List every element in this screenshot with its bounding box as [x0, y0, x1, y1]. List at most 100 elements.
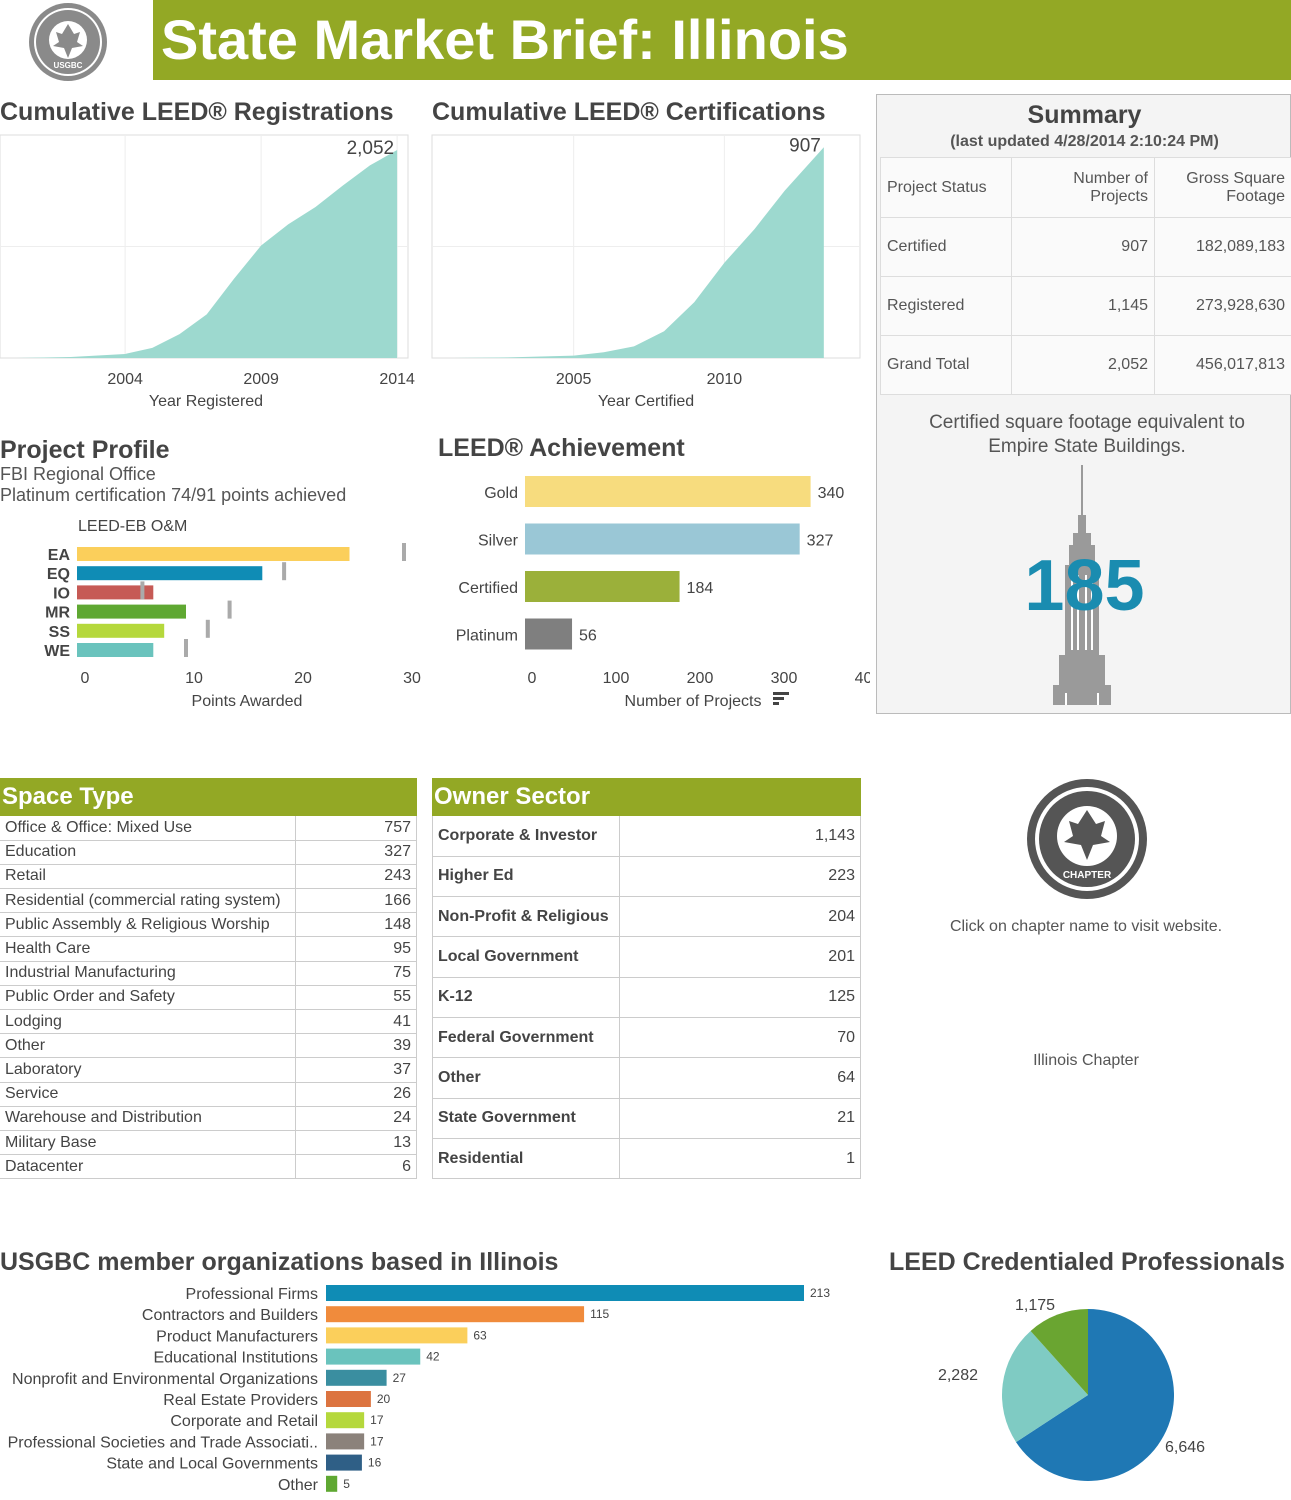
project-profile-chart: EA EQ IO MR SS WE 0 10 20 30 Points Awarded: [44, 543, 421, 710]
bar: [326, 1391, 371, 1407]
row-value: 1,143: [619, 816, 861, 857]
value-label: 115: [590, 1307, 609, 1321]
bar: [326, 1475, 338, 1492]
x-axis-label: Year Registered: [149, 393, 263, 410]
slice-label: 2,282: [938, 1367, 978, 1384]
summary-row: Grand Total 2,052 456,017,813: [880, 335, 1291, 395]
value-label: 213: [810, 1286, 830, 1300]
row-label: Industrial Manufacturing: [0, 961, 296, 986]
table-row: Corporate & Investor 1,143: [432, 816, 861, 857]
table-row: K-12 125: [432, 977, 861, 1018]
row-value: 37: [295, 1057, 417, 1083]
bar-platinum: [525, 618, 573, 650]
table-row: Local Government 201: [432, 936, 861, 978]
row-label: State Government: [432, 1098, 620, 1139]
row-label: Health Care: [0, 936, 296, 962]
project-detail: Platinum certification 74/91 points achi…: [0, 485, 347, 505]
summary-header-row: Project Status Number of Projects Gross …: [880, 157, 1291, 218]
x-tick-label: 10: [185, 670, 203, 687]
value-label: 327: [807, 533, 834, 550]
row-label: Federal Government: [432, 1017, 620, 1059]
row-value: 24: [295, 1106, 417, 1131]
row-value: 148: [295, 912, 417, 938]
category-label: Professional Firms: [186, 1286, 318, 1303]
summary-row: Certified 907 182,089,183: [880, 217, 1291, 277]
table-row: Public Assembly & Religious Worship 148: [0, 912, 417, 938]
svg-text:USGBC: USGBC: [54, 61, 83, 70]
value-label: 184: [687, 580, 714, 597]
certifications-title: Cumulative LEED® Certifications: [432, 98, 826, 126]
table-row: Non-Profit & Religious 204: [432, 896, 861, 938]
possible-marker-eq: [282, 562, 287, 581]
end-value-label: 907: [789, 135, 821, 156]
certifications-chart: 2005 2010 907 Year Certified: [431, 134, 861, 410]
row-value: 21: [619, 1098, 861, 1139]
row-value: 95: [295, 936, 417, 962]
members-title: USGBC member organizations based in Illi…: [0, 1248, 559, 1276]
possible-marker-we: [184, 639, 188, 657]
row-value: 41: [295, 1009, 417, 1035]
svg-text:CHAPTER: CHAPTER: [1063, 870, 1112, 881]
x-tick-label: 2014: [379, 371, 415, 388]
category-label: Nonprofit and Environmental Organization…: [12, 1371, 318, 1388]
usgbc-logo: USGBC: [28, 2, 108, 82]
bar: [326, 1412, 365, 1429]
sqft: 456,017,813: [1154, 335, 1291, 395]
members-chart: Professional Firms 213 Contractors and Bui…: [8, 1285, 830, 1494]
row-value: 75: [295, 961, 417, 986]
summary-table: Project Status Number of Projects Gross …: [880, 157, 1291, 395]
category-label: Platinum: [456, 628, 518, 645]
row-label: Other: [432, 1057, 620, 1099]
value-label: 27: [393, 1371, 407, 1385]
value-label: 56: [579, 628, 597, 645]
x-tick-label: 400: [855, 670, 870, 687]
summary-title: Summary: [1027, 101, 1142, 129]
row-value: 757: [295, 816, 417, 841]
table-row: Office & Office: Mixed Use 757: [0, 816, 417, 841]
table-row: Industrial Manufacturing 75: [0, 961, 417, 986]
bar-mr: [77, 604, 186, 619]
value-label: 17: [370, 1434, 384, 1448]
row-label: Corporate & Investor: [432, 816, 620, 857]
row-value: 223: [619, 856, 861, 898]
row-label: Local Government: [432, 936, 620, 978]
x-tick-label: 0: [81, 670, 90, 687]
space-type-table: Office & Office: Mixed Use 757 Education 32…: [0, 816, 417, 1180]
bar: [326, 1369, 387, 1386]
table-row: Residential 1: [432, 1138, 861, 1180]
x-tick-label: 2005: [556, 371, 592, 388]
row-label: Lodging: [0, 1009, 296, 1035]
row-value: 1: [619, 1138, 861, 1180]
bar-certified: [525, 571, 680, 602]
project-name: FBI Regional Office: [0, 464, 156, 484]
category-label: Educational Institutions: [153, 1350, 318, 1367]
illinois-chapter-link[interactable]: Illinois Chapter: [1033, 1052, 1139, 1069]
table-row: Service 26: [0, 1082, 417, 1107]
area-series: [16, 150, 398, 358]
header-gross-sqft: Gross Square Footage: [1154, 157, 1291, 218]
table-row: Public Order and Safety 55: [0, 985, 417, 1011]
x-axis-label: Year Certified: [598, 393, 694, 410]
table-row: Higher Ed 223: [432, 856, 861, 898]
row-label: Other: [0, 1033, 296, 1059]
projects: 907: [1011, 217, 1155, 277]
header-number-projects: Number of Projects: [1011, 157, 1155, 218]
table-row: Health Care 95: [0, 936, 417, 962]
owner-sector-table: Corporate & Investor 1,143 Higher Ed 223 Non…: [432, 816, 861, 1180]
value-label: 17: [370, 1413, 384, 1427]
row-value: 13: [295, 1130, 417, 1156]
table-row: Military Base 13: [0, 1130, 417, 1156]
summary-row: Registered 1,145 273,928,630: [880, 276, 1291, 336]
sort-icon[interactable]: [773, 692, 789, 711]
pie-slice: [1030, 1309, 1088, 1395]
slice-label: 1,175: [1015, 1297, 1055, 1314]
registrations-title: Cumulative LEED® Registrations: [0, 98, 394, 126]
row-value: 204: [619, 896, 861, 938]
row-value: 39: [295, 1033, 417, 1059]
header-project-status: Project Status: [880, 157, 1012, 218]
end-value-label: 2,052: [347, 138, 395, 159]
pie-slice: [1002, 1330, 1088, 1443]
row-label: Office & Office: Mixed Use: [0, 816, 296, 841]
bar-eq: [77, 566, 263, 581]
row-value: 327: [295, 840, 417, 865]
